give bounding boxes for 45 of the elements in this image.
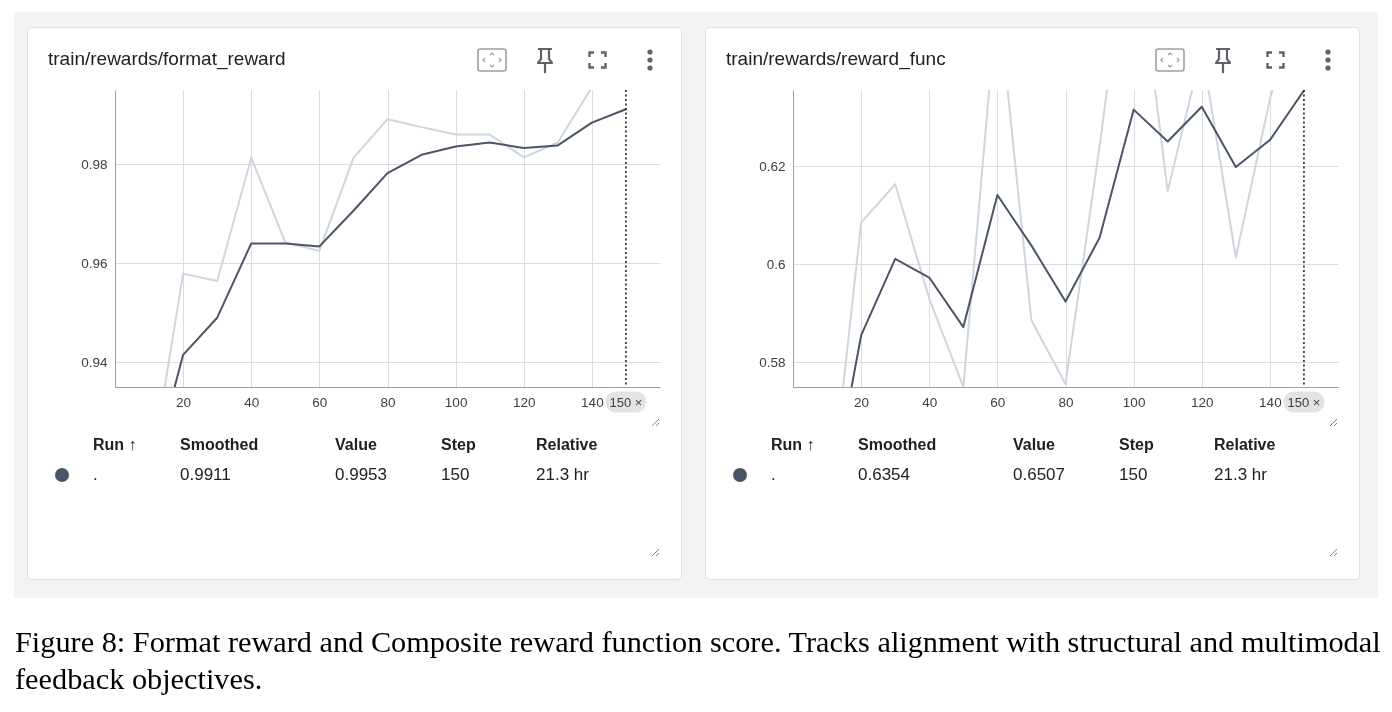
- text: Run ↑: [771, 435, 815, 454]
- ref-line-label: 150 ×: [605, 391, 647, 413]
- x-tick-label: 20: [854, 394, 870, 410]
- x-tick-label: 20: [176, 394, 192, 410]
- caption: Figure 8: Format reward and Composite reward function score. Tracks alignment with structural and multimodal feedback objectives.: [15, 624, 1382, 698]
- text: 21.3 hr: [536, 465, 589, 485]
- text: .: [771, 465, 776, 485]
- chart-title: train/rewards/reward_func: [726, 48, 946, 70]
- y-tick-label: 0.6: [766, 256, 786, 272]
- text: .: [93, 465, 98, 485]
- text: 150: [441, 465, 470, 485]
- y-tick-label: 0.98: [81, 156, 108, 172]
- ref-line-label: 150 ×: [1283, 391, 1325, 413]
- x-tick-label: 100: [1122, 394, 1146, 410]
- x-tick-label: 120: [512, 394, 536, 410]
- text: 0.6507: [1013, 465, 1065, 485]
- text: 0.9953: [335, 465, 387, 485]
- text: Step: [1119, 435, 1154, 454]
- text: 0.9911: [180, 465, 231, 485]
- x-tick-label: 80: [380, 394, 396, 410]
- text: Value: [335, 435, 377, 454]
- text: Smoothed: [180, 435, 259, 454]
- y-tick-label: 0.62: [759, 158, 786, 174]
- y-tick-label: 0.94: [81, 354, 108, 370]
- text: 150: [1119, 465, 1148, 485]
- x-tick-label: 40: [922, 394, 938, 410]
- text: Relative: [1214, 435, 1276, 454]
- x-tick-label: 80: [1058, 394, 1074, 410]
- text: Step: [441, 435, 476, 454]
- y-tick-label: 0.58: [759, 354, 786, 370]
- y-tick-label: 0.96: [81, 255, 108, 271]
- text: Run ↑: [93, 435, 137, 454]
- x-tick-label: 140: [1259, 394, 1282, 410]
- x-tick-label: 40: [244, 394, 260, 410]
- text: Relative: [536, 435, 598, 454]
- text: 0.6354: [858, 465, 910, 485]
- x-tick-label: 60: [990, 394, 1006, 410]
- x-tick-label: 60: [312, 394, 328, 410]
- x-tick-label: 100: [444, 394, 468, 410]
- text: Value: [1013, 435, 1055, 454]
- text: Smoothed: [858, 435, 937, 454]
- x-tick-label: 120: [1190, 394, 1214, 410]
- chart-title: train/rewards/format_reward: [48, 48, 286, 70]
- x-tick-label: 140: [581, 394, 604, 410]
- text: 21.3 hr: [1214, 465, 1267, 485]
